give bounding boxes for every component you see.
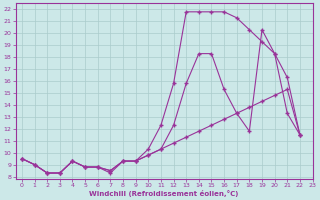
X-axis label: Windchill (Refroidissement éolien,°C): Windchill (Refroidissement éolien,°C) (89, 190, 239, 197)
